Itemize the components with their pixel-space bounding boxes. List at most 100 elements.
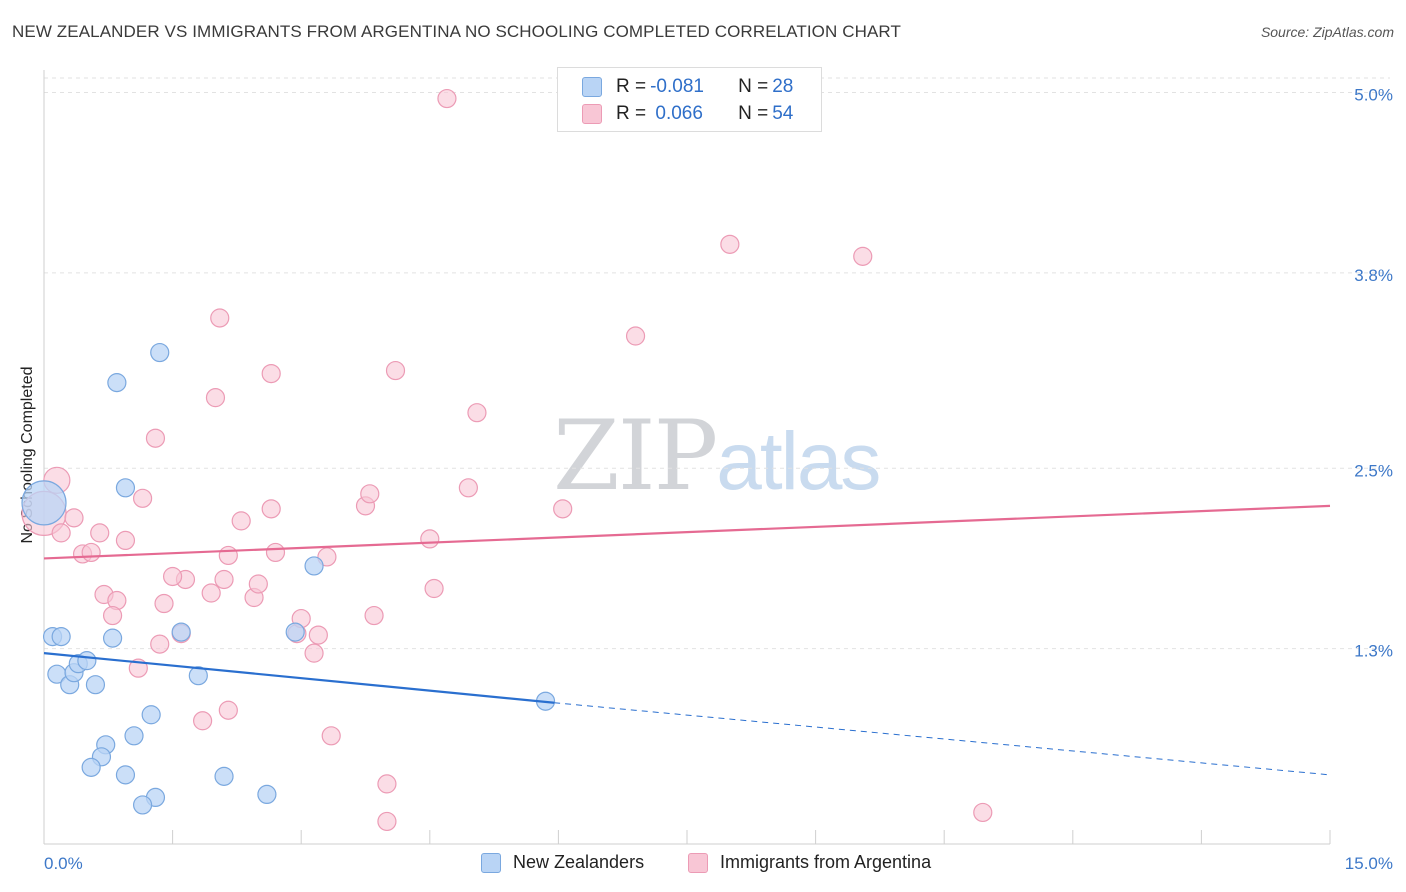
data-point <box>51 523 71 543</box>
data-point <box>321 726 341 746</box>
data-point <box>265 542 286 563</box>
data-point <box>141 705 161 725</box>
x-tick-label: 0.0% <box>44 854 83 873</box>
data-point <box>364 605 384 626</box>
data-point <box>467 403 487 423</box>
data-point <box>64 508 84 528</box>
correlation-legend: R = -0.081 N = 28 R = 0.066 N = 54 <box>557 67 822 132</box>
legend-row-blue: R = -0.081 N = 28 <box>582 74 793 100</box>
data-point <box>85 675 106 695</box>
trend-lines <box>43 504 1331 776</box>
data-point <box>304 556 324 576</box>
data-point <box>218 700 238 720</box>
pink-swatch <box>582 104 602 124</box>
data-point <box>261 363 281 384</box>
legend-item-argentina[interactable]: Immigrants from Argentina <box>688 852 931 873</box>
data-point <box>720 234 740 254</box>
legend-r-value: 0.066 <box>650 103 703 124</box>
y-tick-label: 5.0% <box>1354 86 1393 105</box>
trend-line-new-zealanders <box>43 652 555 704</box>
legend-item-new-zealanders[interactable]: New Zealanders <box>481 852 644 873</box>
data-point <box>124 726 144 746</box>
data-point <box>205 388 226 408</box>
legend-r-label: R = <box>616 103 647 124</box>
data-point <box>154 593 174 614</box>
legend-n-label: N = <box>738 103 769 124</box>
data-point <box>853 246 873 266</box>
blue-series <box>21 342 556 815</box>
legend-label: New Zealanders <box>513 852 645 872</box>
pink-series <box>21 88 993 832</box>
axes <box>43 70 1330 845</box>
data-point <box>21 480 67 526</box>
data-point <box>437 88 457 109</box>
data-point <box>51 626 71 647</box>
blue-swatch <box>582 77 602 97</box>
data-point <box>193 711 213 731</box>
legend-row-pink: R = 0.066 N = 54 <box>582 101 793 127</box>
data-point <box>308 625 328 645</box>
data-point <box>261 499 281 519</box>
data-point <box>81 757 101 777</box>
data-point <box>90 523 110 543</box>
data-point <box>218 545 238 566</box>
y-tick-label: 1.3% <box>1354 642 1393 661</box>
data-point <box>132 488 153 508</box>
pink-swatch <box>688 852 708 873</box>
y-tick-label: 3.8% <box>1354 266 1393 285</box>
y-tick-labels: 1.3% 2.5% 3.8% 5.0% <box>1354 86 1393 661</box>
trend-line-argentina <box>43 504 1331 560</box>
series-legend: New Zealanders Immigrants from Argentina <box>0 852 1406 876</box>
data-point <box>188 666 208 686</box>
y-tick-label: 2.5% <box>1354 461 1393 480</box>
chart-title: NEW ZEALANDER VS IMMIGRANTS FROM ARGENTI… <box>12 22 901 41</box>
data-point <box>132 795 153 815</box>
data-point <box>115 530 136 551</box>
data-point <box>150 634 170 654</box>
data-point <box>102 605 123 626</box>
data-point <box>285 622 305 642</box>
legend-n-label: N = <box>738 76 769 97</box>
data-point <box>107 373 127 393</box>
x-tick-label: 15.0% <box>1345 854 1393 873</box>
data-point <box>214 766 234 786</box>
data-point <box>115 765 136 785</box>
data-point <box>385 360 406 381</box>
data-point <box>231 511 251 531</box>
data-point <box>81 542 101 563</box>
data-point <box>77 651 97 671</box>
data-point <box>102 628 123 648</box>
data-point <box>163 566 183 587</box>
data-point <box>210 308 230 328</box>
data-point <box>115 478 136 498</box>
legend-r-label: R = <box>616 76 647 97</box>
trend-line-new-zealanders-extrapolated <box>554 702 1331 776</box>
data-point <box>377 811 397 832</box>
data-point <box>257 784 277 805</box>
blue-swatch <box>481 852 501 873</box>
data-point <box>304 643 324 663</box>
x-tick-labels: 0.0% 15.0% <box>44 854 1393 873</box>
data-point <box>201 583 221 603</box>
legend-n-value: 28 <box>772 76 794 97</box>
data-point <box>377 774 397 794</box>
data-point <box>625 326 646 346</box>
legend-label: Immigrants from Argentina <box>720 852 932 872</box>
data-point <box>145 428 166 448</box>
data-point <box>420 529 440 549</box>
data-point <box>214 569 234 590</box>
data-point <box>248 574 268 594</box>
source-credit: Source: ZipAtlas.com <box>1260 24 1394 40</box>
data-point <box>424 578 444 599</box>
data-point <box>171 622 191 642</box>
legend-n-value: 54 <box>772 103 794 124</box>
x-tick-marks <box>43 830 1331 844</box>
data-point <box>973 802 993 823</box>
data-point <box>553 499 573 519</box>
gridlines <box>44 77 1390 650</box>
data-point <box>150 342 170 363</box>
data-point <box>458 478 478 498</box>
legend-r-value: -0.081 <box>650 76 704 97</box>
data-point <box>360 484 380 504</box>
